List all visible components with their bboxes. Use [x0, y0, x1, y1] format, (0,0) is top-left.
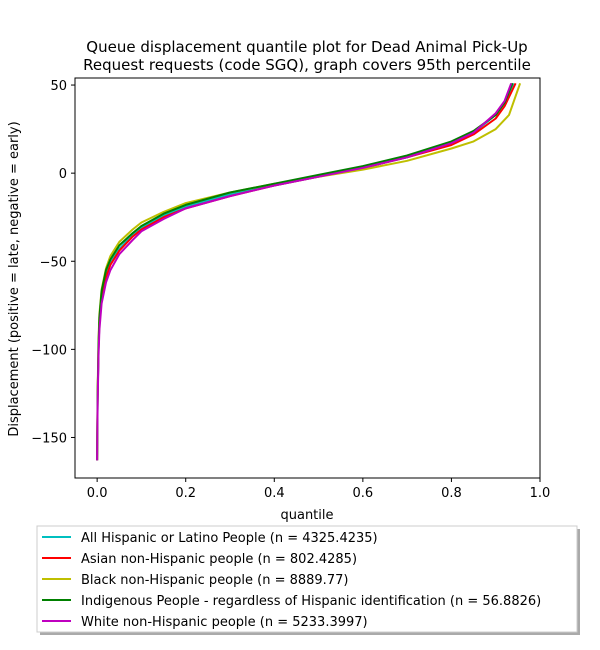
x-tick-label: 0.4: [264, 486, 285, 501]
legend-label-1: Asian non-Hispanic people (n = 802.4285): [81, 552, 357, 567]
legend-box: [36, 525, 578, 633]
chart-title-line-1: Queue displacement quantile plot for Dea…: [86, 38, 527, 56]
x-tick-label: 0.8: [441, 486, 462, 501]
x-tick-label: 0.2: [175, 486, 196, 501]
y-axis-ticks: −150 −100 −50 0 50: [31, 79, 75, 446]
series-line-3: [96, 82, 514, 461]
y-tick-label: −150: [31, 431, 67, 446]
series-line-4: [96, 82, 513, 461]
legend-label-0: All Hispanic or Latino People (n = 4325.…: [81, 531, 378, 546]
chart-title-line-2: Request requests (code SGQ), graph cover…: [83, 56, 531, 74]
y-tick-label: −100: [31, 343, 67, 358]
x-axis-label: quantile: [280, 508, 333, 523]
legend-entries: All Hispanic or Latino People (n = 4325.…: [42, 531, 541, 630]
plot-frame: [74, 77, 541, 479]
legend-label-2: Black non-Hispanic people (n = 8889.77): [81, 573, 348, 588]
x-tick-label: 0.0: [87, 486, 108, 501]
y-tick-label: 50: [50, 79, 67, 94]
y-axis-label: Displacement (positive = late, negative …: [7, 121, 22, 436]
x-tick-label: 1.0: [530, 486, 551, 501]
y-tick-label: −50: [40, 255, 67, 270]
legend: All Hispanic or Latino People (n = 4325.…: [36, 525, 580, 635]
legend-label-3: Indigenous People - regardless of Hispan…: [81, 594, 541, 609]
y-tick-label: 0: [59, 167, 67, 182]
series-line-0: [96, 82, 515, 461]
legend-label-4: White non-Hispanic people (n = 5233.3997…: [81, 615, 368, 630]
x-tick-label: 0.6: [353, 486, 374, 501]
series-lines: [96, 82, 522, 461]
x-axis-ticks: 0.0 0.2 0.4 0.6 0.8 1.0: [87, 478, 551, 501]
